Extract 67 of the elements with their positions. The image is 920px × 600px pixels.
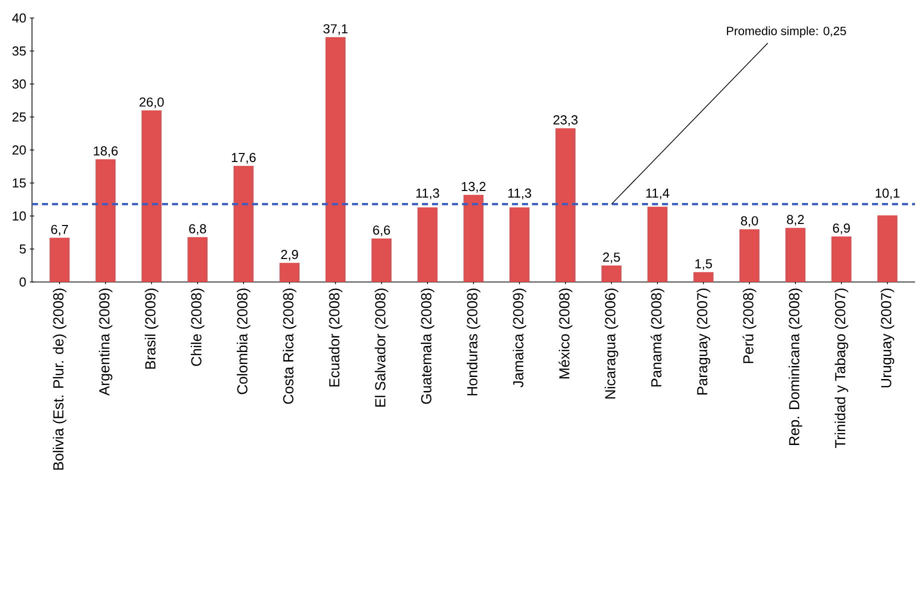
x-tick-label: Trinidad y Tabago (2007)	[834, 288, 848, 448]
x-tick-label: Costa Rica (2008)	[282, 288, 296, 404]
y-tick-label: 15	[12, 178, 26, 188]
x-tick-label: Bolivia (Est. Plur. de) (2008)	[52, 288, 66, 470]
y-tick-label: 25	[12, 112, 26, 122]
data-label: 11,3	[508, 188, 532, 200]
data-label: 17,6	[232, 152, 256, 164]
data-label: 18,6	[94, 146, 118, 158]
x-tick-label: Nicaragua (2006)	[604, 288, 618, 399]
data-label: 6,8	[189, 224, 206, 235]
bar	[601, 266, 622, 282]
bar	[831, 236, 852, 282]
y-tick-label: 0	[20, 277, 26, 287]
data-label: 26,0	[140, 97, 164, 108]
x-tick-label: México (2008)	[558, 288, 572, 378]
x-tick-label: Argentina (2009)	[98, 288, 112, 396]
x-tick-label: Uruguay (2007)	[880, 288, 894, 388]
data-label: 10,1	[876, 188, 900, 200]
bar	[280, 262, 300, 282]
x-tick-label: Rep. Dominicana (2008)	[788, 288, 802, 445]
bar	[693, 272, 714, 282]
bar	[555, 128, 576, 282]
x-tick-label: Honduras (2008)	[466, 288, 480, 396]
bar	[739, 229, 760, 282]
x-tick-label: Guatemala (2008)	[420, 288, 434, 404]
data-label: 6,9	[833, 224, 850, 234]
data-label: 2,5	[603, 252, 620, 264]
bar	[96, 159, 116, 282]
data-label: 8,2	[786, 214, 804, 226]
data-label: 37,1	[323, 24, 348, 35]
bar	[785, 228, 806, 282]
x-tick-label: Brasil (2009)	[144, 288, 158, 369]
data-label: 1,5	[695, 259, 712, 270]
x-tick-label: Jamaica (2009)	[512, 288, 526, 388]
data-label: 23,3	[553, 115, 578, 126]
bar	[418, 207, 438, 282]
bar	[188, 237, 208, 282]
data-label: 2,9	[281, 250, 298, 261]
data-label: 6,6	[373, 225, 390, 236]
x-tick-label: Colombia (2008)	[236, 288, 250, 394]
bar	[142, 110, 162, 282]
x-tick-label: Ecuador (2008)	[328, 288, 342, 386]
x-tick-label: Panamá (2008)	[650, 288, 664, 386]
annotation: Promedio simple: 0,25	[726, 26, 846, 38]
y-tick-label: 10	[12, 211, 26, 221]
data-label: 6,7	[51, 224, 68, 236]
data-label: 11,3	[416, 188, 440, 200]
data-label: 11,4	[646, 188, 670, 200]
y-tick-label: 30	[12, 79, 26, 89]
x-tick-label: Chile (2008)	[190, 288, 204, 366]
y-tick-label: 40	[12, 13, 26, 23]
bar	[464, 194, 484, 282]
bar	[326, 37, 346, 282]
x-tick-label: Perú (2008)	[742, 288, 756, 364]
bar	[50, 238, 70, 282]
bar	[509, 207, 530, 282]
data-label: 8,0	[740, 216, 758, 227]
x-tick-label: El Salvador (2008)	[374, 288, 388, 407]
bar	[877, 215, 898, 282]
bar	[234, 166, 254, 282]
x-tick-label: Paraguay (2007)	[696, 288, 710, 394]
y-tick-label: 35	[12, 46, 26, 56]
data-label: 13,2	[462, 182, 486, 193]
bar	[372, 238, 392, 282]
y-tick-label: 5	[20, 244, 26, 254]
bar	[647, 206, 668, 282]
y-tick-label: 20	[12, 145, 26, 155]
